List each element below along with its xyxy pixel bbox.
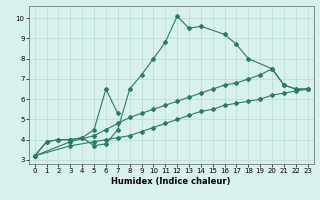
X-axis label: Humidex (Indice chaleur): Humidex (Indice chaleur): [111, 177, 231, 186]
